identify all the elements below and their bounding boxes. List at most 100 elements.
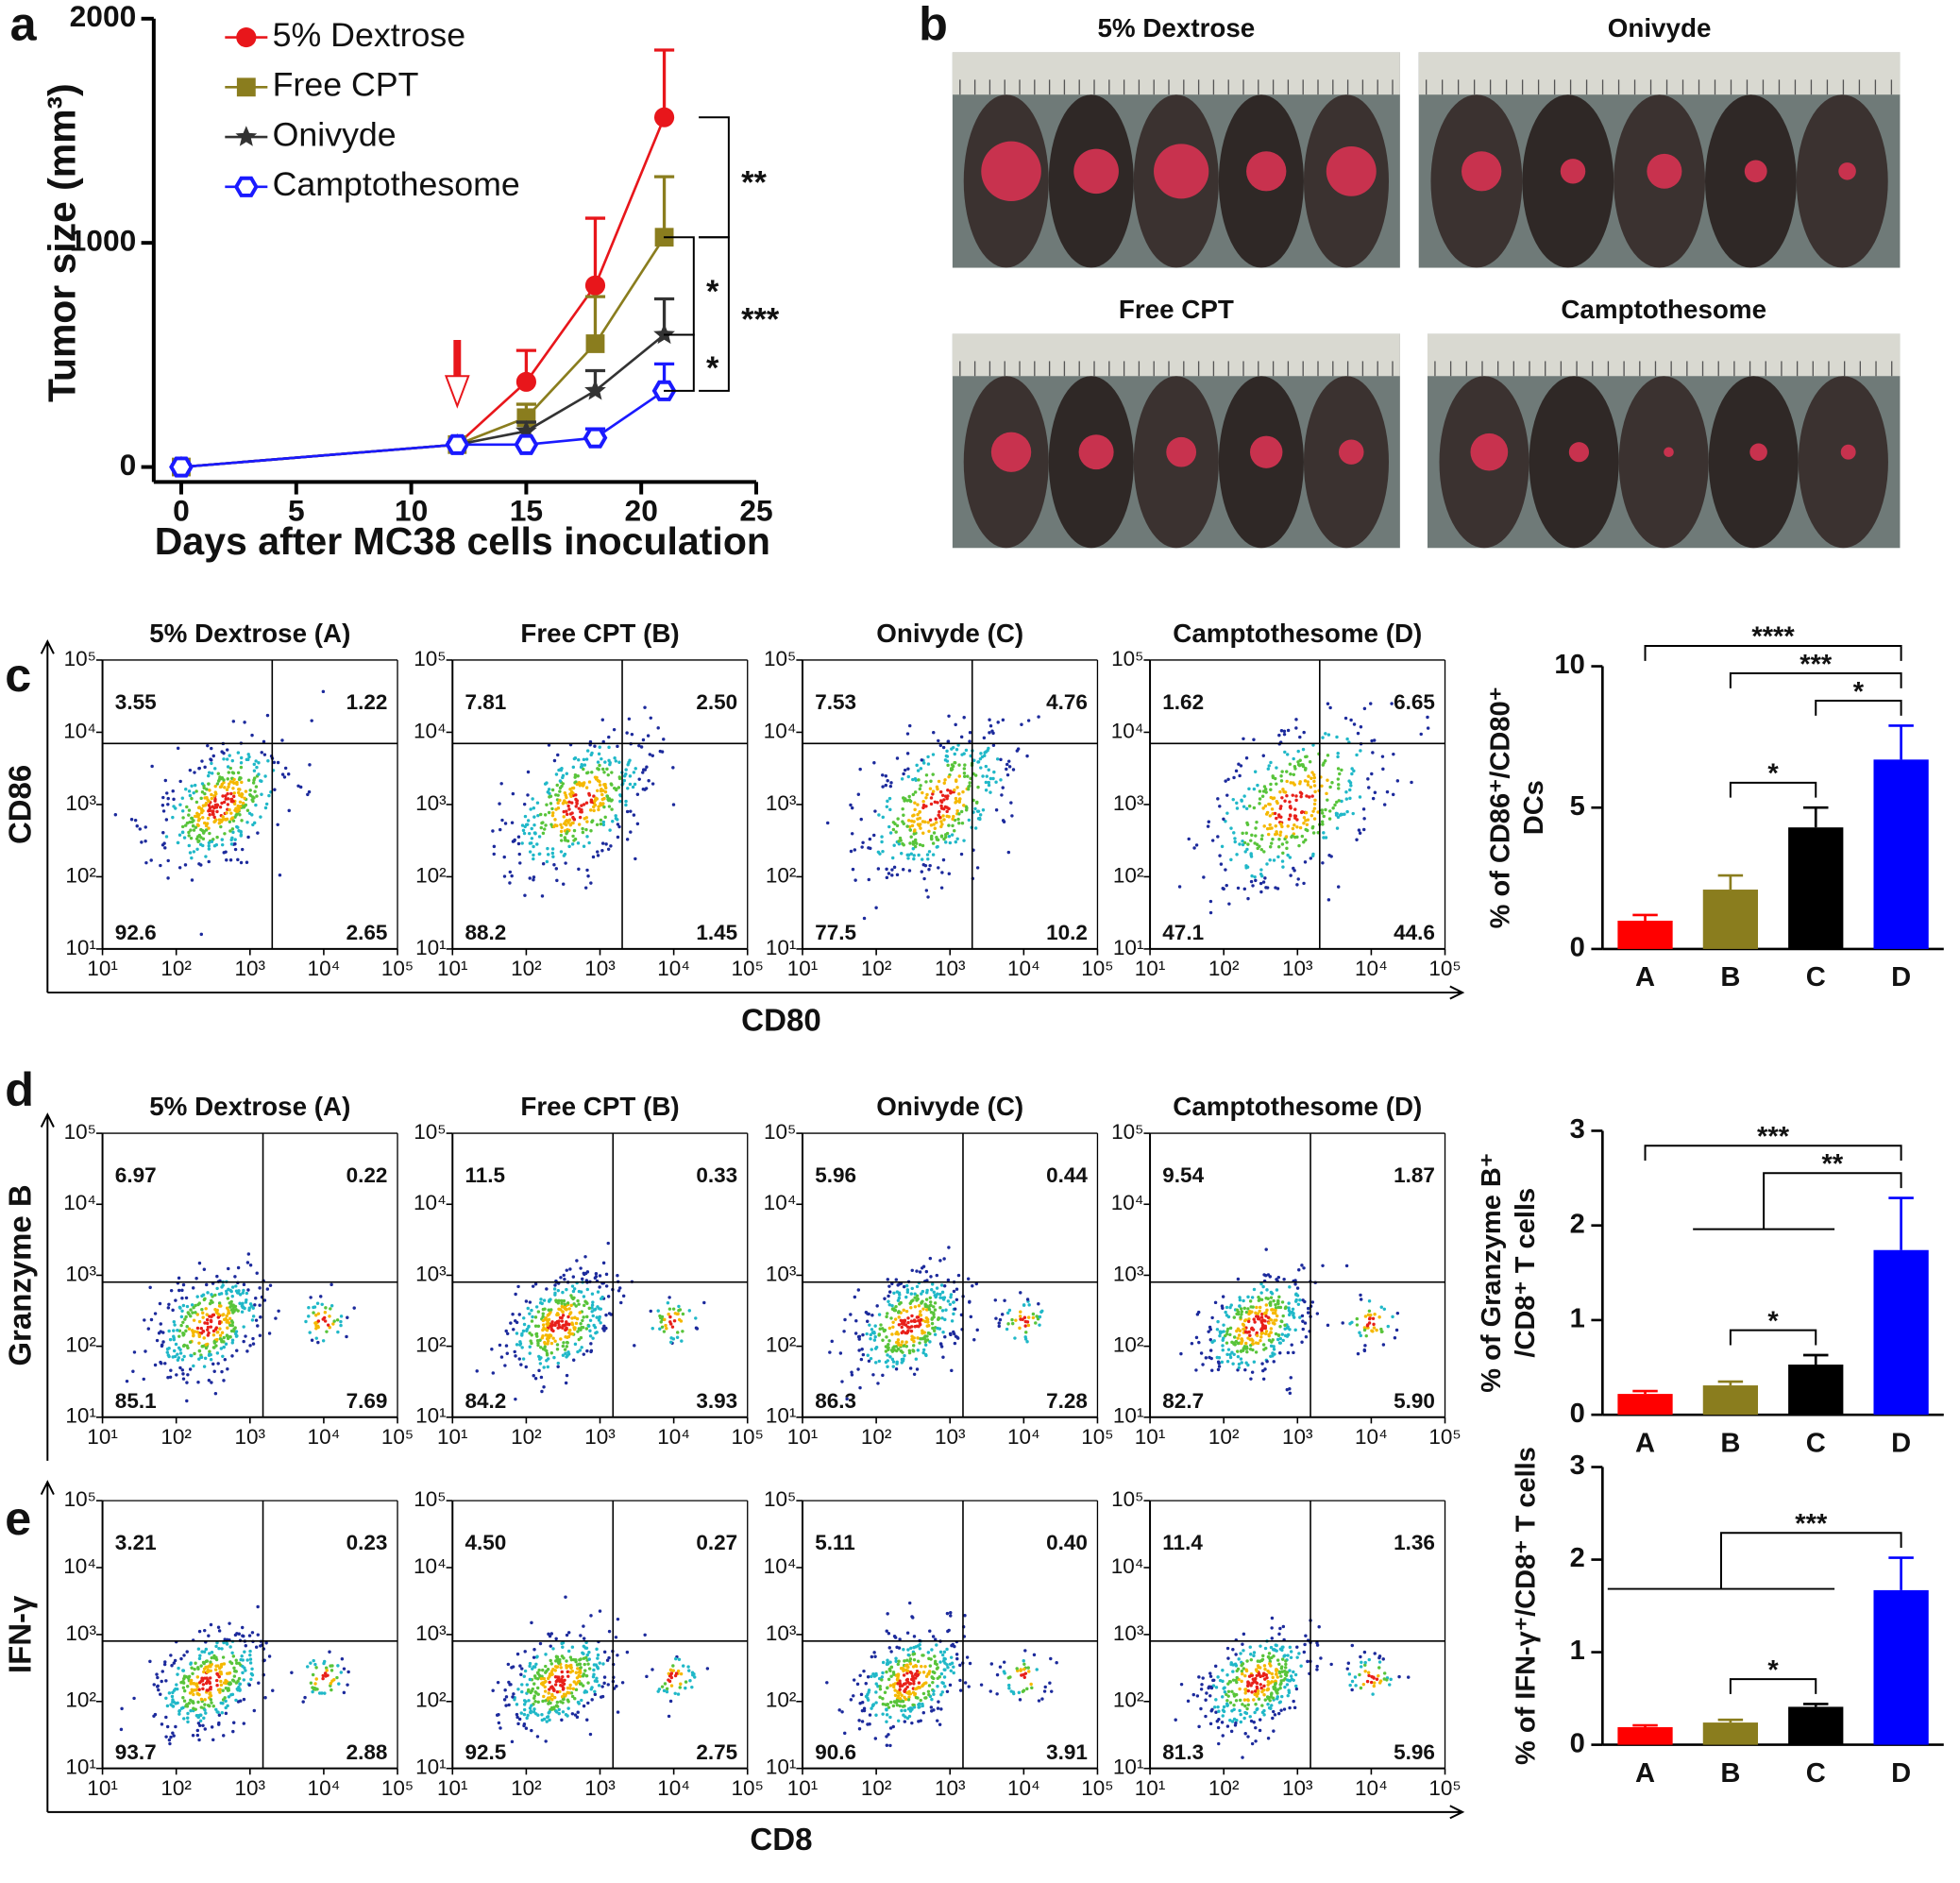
event-dot: [520, 1667, 524, 1671]
event-dot: [192, 1692, 195, 1697]
event-dot: [924, 1298, 929, 1301]
x-tick-label: D: [1891, 962, 1911, 992]
event-dot: [900, 777, 904, 781]
event-dot: [907, 1695, 911, 1699]
event-dot: [927, 1684, 932, 1688]
event-dot: [1292, 756, 1295, 761]
event-dot: [570, 1332, 575, 1336]
x-tick-label: B: [1720, 1428, 1740, 1458]
event-dot: [953, 829, 956, 833]
event-dot: [667, 1312, 670, 1316]
event-dot: [566, 1698, 570, 1702]
event-dot: [240, 819, 244, 823]
event-dot: [911, 1349, 916, 1353]
event-dot: [232, 777, 236, 782]
event-dot: [1228, 1355, 1233, 1360]
event-dot: [599, 1695, 603, 1699]
event-dot: [537, 1354, 541, 1359]
event-dot: [321, 689, 326, 694]
event-dot: [1281, 1338, 1285, 1343]
event-dot: [543, 1685, 547, 1689]
event-dot: [314, 1336, 318, 1340]
event-dot: [897, 1296, 902, 1300]
event-dot: [187, 834, 191, 838]
event-dot: [911, 1344, 916, 1348]
event-dot: [323, 1671, 328, 1675]
event-dot: [974, 1281, 979, 1286]
event-dot: [906, 857, 910, 860]
event-dot: [929, 1275, 933, 1279]
event-dot: [944, 833, 948, 837]
event-dot: [582, 1652, 585, 1655]
event-dot: [529, 1710, 532, 1715]
event-dot: [581, 1674, 585, 1678]
event-dot: [568, 1267, 572, 1271]
event-dot: [166, 1353, 171, 1357]
event-dot: [198, 1719, 203, 1723]
event-dot: [873, 809, 877, 813]
event-dot: [530, 837, 534, 840]
event-dot: [1280, 770, 1284, 773]
event-dot: [606, 1683, 610, 1687]
event-dot: [246, 835, 250, 840]
event-dot: [599, 1307, 603, 1311]
event-dot: [194, 1661, 197, 1665]
event-dot: [539, 1298, 543, 1301]
event-dot: [1363, 1315, 1368, 1318]
event-dot: [884, 1349, 888, 1353]
event-dot: [561, 1645, 565, 1649]
event-dot: [1220, 1304, 1225, 1308]
event-dot: [256, 1604, 260, 1609]
event-dot: [234, 1658, 238, 1662]
event-dot: [935, 785, 939, 789]
event-dot: [210, 796, 214, 801]
marker: [515, 419, 537, 441]
event-dot: [282, 775, 287, 779]
event-dot: [663, 1682, 667, 1686]
event-dot: [940, 1653, 945, 1657]
event-dot: [1225, 1314, 1229, 1317]
y-tick-label: 10²: [65, 863, 96, 887]
event-dot: [532, 815, 536, 819]
event-dot: [930, 834, 934, 839]
event-dot: [1288, 800, 1292, 804]
event-dot: [153, 1712, 158, 1717]
event-dot: [1018, 1315, 1022, 1318]
event-dot: [931, 753, 936, 756]
event-dot: [166, 1375, 170, 1380]
event-dot: [207, 809, 211, 813]
event-dot: [944, 840, 948, 844]
event-dot: [210, 1725, 214, 1729]
event-dot: [240, 1654, 244, 1658]
event-dot: [606, 797, 610, 802]
event-dot: [906, 819, 911, 823]
event-dot: [169, 1654, 173, 1657]
event-dot: [524, 1299, 529, 1303]
event-dot: [516, 1722, 520, 1726]
event-dot: [572, 1296, 576, 1300]
significance-label: *: [1853, 677, 1865, 707]
event-dot: [241, 801, 245, 806]
event-dot: [898, 1302, 902, 1306]
row-y-arrow: [40, 638, 55, 993]
event-dot: [990, 729, 994, 733]
event-dot: [597, 1684, 601, 1688]
x-tick-label: 10²: [511, 1776, 542, 1800]
event-dot: [577, 867, 581, 872]
event-dot: [668, 1322, 673, 1326]
event-dot: [549, 1658, 552, 1663]
event-dot: [305, 1665, 310, 1669]
event-dot: [601, 1662, 605, 1666]
event-dot: [911, 777, 915, 782]
event-dot: [497, 1721, 501, 1725]
event-dot: [1302, 1266, 1306, 1270]
event-dot: [853, 878, 857, 882]
event-dot: [921, 843, 925, 848]
event-dot: [516, 1688, 520, 1691]
event-dot: [681, 1664, 685, 1668]
event-dot: [532, 1374, 535, 1378]
event-dot: [191, 1331, 195, 1334]
event-dot: [903, 799, 906, 803]
event-dot: [1202, 875, 1206, 879]
event-dot: [826, 821, 830, 825]
